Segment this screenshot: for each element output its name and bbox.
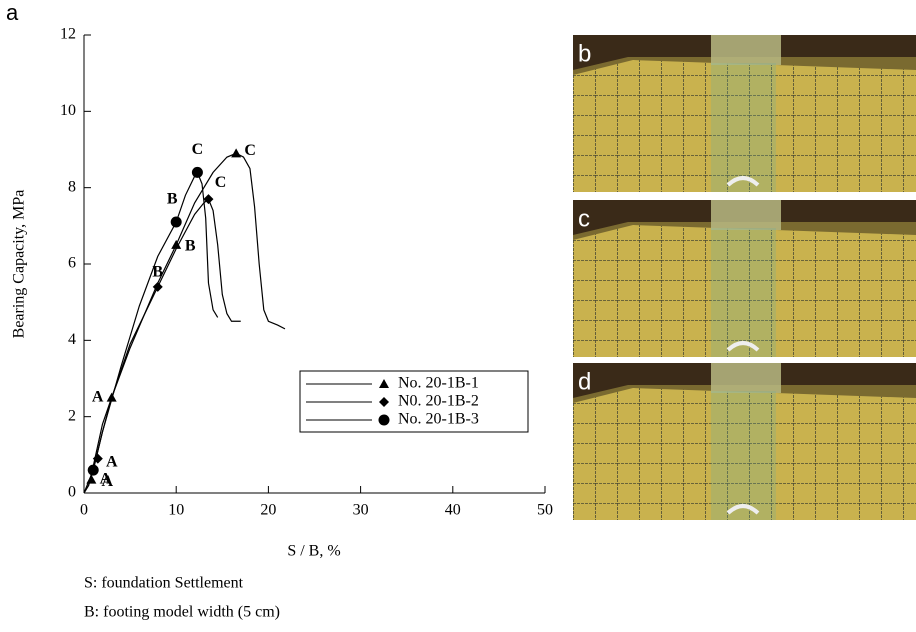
point-label: A bbox=[101, 473, 113, 490]
y-tick-label: 10 bbox=[60, 102, 76, 119]
line bbox=[83, 171, 219, 494]
x-tick-label: 30 bbox=[353, 502, 369, 519]
photo bbox=[571, 361, 916, 522]
x-axis-label: S / B, % bbox=[287, 543, 340, 560]
legend-label: No. 20-1B-3 bbox=[398, 411, 479, 428]
y-tick-label: 4 bbox=[68, 331, 76, 348]
x-tick-label: 50 bbox=[537, 502, 553, 519]
point-label: A bbox=[106, 453, 118, 470]
line bbox=[83, 152, 286, 494]
marker bbox=[378, 414, 390, 426]
marker bbox=[191, 166, 203, 178]
point-label: C bbox=[244, 142, 256, 159]
y-tick-label: 8 bbox=[68, 178, 76, 195]
point-label: B bbox=[152, 264, 163, 281]
marker bbox=[203, 194, 214, 205]
marker bbox=[379, 397, 389, 407]
legend-label: No. 20-1B-1 bbox=[398, 375, 479, 392]
marker bbox=[231, 148, 242, 158]
y-tick-label: 6 bbox=[68, 255, 76, 272]
photo-label: d bbox=[578, 368, 591, 395]
panel-label: a bbox=[6, 0, 19, 25]
line bbox=[83, 198, 241, 494]
y-tick-label: 2 bbox=[68, 407, 76, 424]
photo-label: b bbox=[578, 40, 591, 67]
x-tick-label: 10 bbox=[168, 502, 184, 519]
marker bbox=[170, 216, 182, 228]
x-tick-label: 0 bbox=[80, 502, 88, 519]
point-label: C bbox=[192, 141, 204, 158]
y-tick-label: 12 bbox=[60, 26, 76, 43]
legend-label: N0. 20-1B-2 bbox=[398, 393, 479, 410]
x-tick-label: 20 bbox=[260, 502, 276, 519]
marker bbox=[379, 379, 389, 388]
marker bbox=[152, 281, 163, 292]
photo bbox=[571, 198, 916, 359]
marker bbox=[171, 239, 182, 249]
point-label: C bbox=[215, 174, 227, 191]
x-tick-label: 40 bbox=[445, 502, 461, 519]
photo-label: c bbox=[578, 205, 590, 232]
point-label: A bbox=[92, 388, 104, 405]
y-axis-label: Bearing Capacity, MPa bbox=[11, 190, 28, 339]
marker bbox=[87, 464, 99, 476]
y-tick-label: 0 bbox=[68, 484, 76, 501]
point-label: B bbox=[167, 191, 178, 208]
point-label: A bbox=[100, 470, 112, 487]
point-label: B bbox=[185, 238, 196, 255]
photo bbox=[571, 33, 916, 194]
note: S: foundation Settlement bbox=[84, 575, 244, 592]
note: B: footing model width (5 cm) bbox=[84, 604, 280, 621]
